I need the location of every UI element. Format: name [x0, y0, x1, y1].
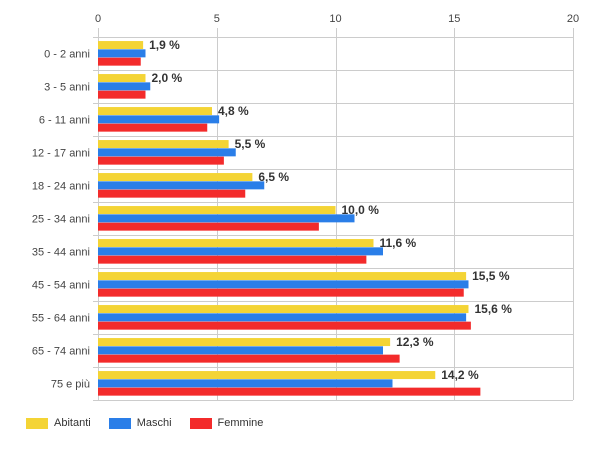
- category-label: 75 e più: [51, 379, 90, 391]
- bar-abitanti: [98, 239, 374, 248]
- bar-abitanti: [98, 140, 229, 149]
- bar-maschi: [98, 214, 355, 223]
- bar-abitanti: [98, 338, 391, 347]
- bars: [98, 41, 481, 396]
- bar-abitanti: [98, 272, 467, 281]
- legend-label-maschi: Maschi: [136, 417, 172, 429]
- bar-femmine: [98, 321, 471, 330]
- legend: Abitanti Maschi Femmine: [26, 417, 263, 429]
- gridlines: [93, 28, 574, 401]
- bar-maschi: [98, 313, 467, 322]
- data-label: 6,5 %: [258, 170, 289, 184]
- legend-swatch-abitanti: [26, 417, 48, 429]
- bar-femmine: [98, 57, 141, 66]
- bar-abitanti: [98, 173, 253, 182]
- bar-maschi: [98, 49, 146, 58]
- bar-femmine: [98, 288, 464, 297]
- bar-femmine: [98, 156, 224, 165]
- data-label: 1,9 %: [149, 38, 180, 52]
- bar-femmine: [98, 90, 146, 99]
- data-label: 12,3 %: [396, 335, 434, 349]
- legend-label-femmine: Femmine: [217, 417, 264, 429]
- bar-maschi: [98, 115, 220, 124]
- x-tick-label: 20: [567, 13, 579, 25]
- bar-abitanti: [98, 41, 144, 50]
- category-label: 6 - 11 anni: [39, 115, 90, 127]
- category-label: 3 - 5 anni: [44, 82, 90, 94]
- data-label: 14,2 %: [441, 368, 479, 382]
- x-axis-ticks: 0 5 10 15 20: [95, 13, 579, 25]
- legend-item-abitanti: Abitanti: [26, 417, 91, 429]
- category-label: 65 - 74 anni: [32, 346, 90, 358]
- bar-femmine: [98, 387, 481, 396]
- data-label: 5,5 %: [235, 137, 266, 151]
- bar-femmine: [98, 189, 246, 198]
- x-tick-label: 0: [95, 13, 101, 25]
- bar-femmine: [98, 222, 319, 231]
- bar-femmine: [98, 255, 367, 264]
- bar-femmine: [98, 123, 208, 132]
- bar-maschi: [98, 181, 265, 190]
- category-label: 55 - 64 anni: [32, 313, 90, 325]
- bar-abitanti: [98, 107, 212, 116]
- data-label: 11,6 %: [380, 236, 417, 250]
- legend-swatch-femmine: [189, 417, 212, 429]
- bar-femmine: [98, 354, 400, 363]
- bar-abitanti: [98, 206, 336, 215]
- category-label: 35 - 44 anni: [32, 247, 90, 259]
- data-label: 4,8 %: [218, 104, 249, 118]
- data-labels: 1,9 % 2,0 % 4,8 % 5,5 % 6,5 % 10,0 % 11,6 % 15,…: [149, 38, 512, 382]
- bar-maschi: [98, 346, 383, 355]
- data-label: 15,6 %: [475, 302, 513, 316]
- category-labels: 0 - 2 anni 3 - 5 anni 6 - 11 anni 12 - 17 a…: [32, 49, 90, 391]
- bar-maschi: [98, 379, 393, 388]
- bar-abitanti: [98, 371, 436, 380]
- legend-label-abitanti: Abitanti: [54, 417, 91, 429]
- category-label: 12 - 17 anni: [32, 148, 90, 160]
- x-tick-label: 15: [448, 13, 460, 25]
- x-tick-label: 10: [329, 13, 341, 25]
- bar-maschi: [98, 280, 469, 289]
- bar-maschi: [98, 247, 383, 256]
- legend-item-femmine: Femmine: [189, 417, 264, 429]
- legend-swatch-maschi: [108, 417, 131, 429]
- category-label: 18 - 24 anni: [32, 181, 90, 193]
- bar-abitanti: [98, 305, 469, 314]
- category-label: 45 - 54 anni: [32, 280, 90, 292]
- bar-maschi: [98, 82, 151, 91]
- category-label: 25 - 34 anni: [32, 214, 90, 226]
- x-tick-label: 5: [214, 13, 220, 25]
- data-label: 2,0 %: [152, 71, 183, 85]
- category-label: 0 - 2 anni: [44, 49, 90, 61]
- bar-abitanti: [98, 74, 146, 83]
- data-label: 10,0 %: [342, 203, 380, 217]
- legend-item-maschi: Maschi: [108, 417, 172, 429]
- data-label: 15,5 %: [472, 269, 510, 283]
- bar-maschi: [98, 148, 236, 157]
